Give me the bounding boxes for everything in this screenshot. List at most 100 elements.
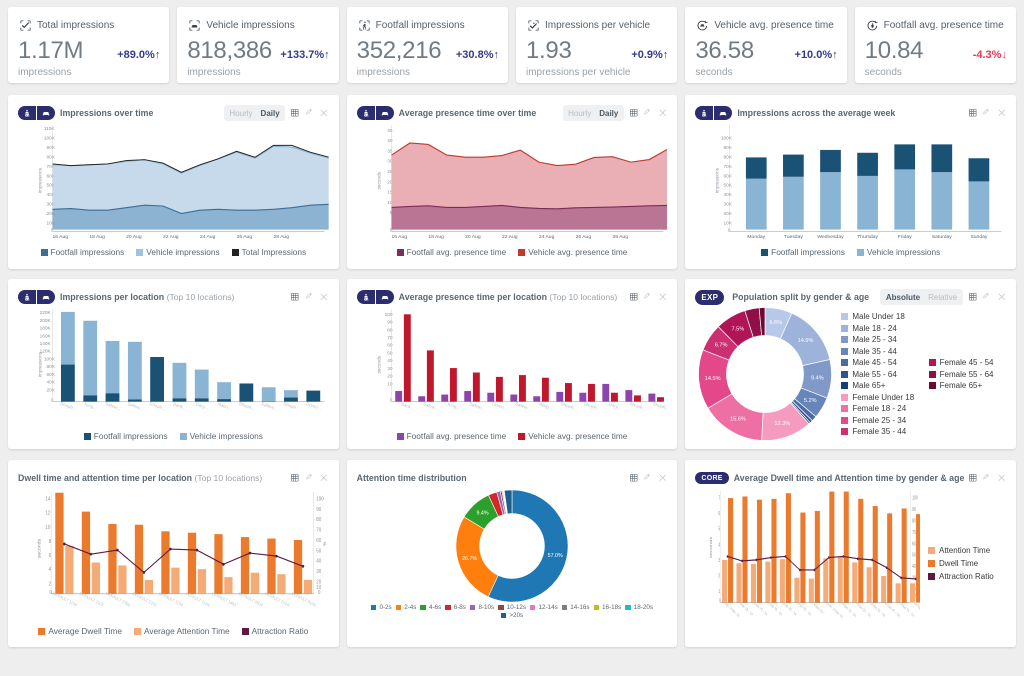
svg-text:90: 90 bbox=[912, 506, 916, 513]
svg-text:80: 80 bbox=[912, 517, 916, 524]
svg-text:14: 14 bbox=[45, 496, 50, 502]
svg-text:seconds: seconds bbox=[376, 355, 382, 373]
svg-text:Male 45 - 54: Male 45 - 54 bbox=[783, 601, 797, 618]
svg-text:10: 10 bbox=[387, 381, 393, 387]
svg-text:40K: 40K bbox=[46, 380, 55, 386]
svg-text:26 Aug: 26 Aug bbox=[575, 234, 591, 240]
svg-text:22 Aug: 22 Aug bbox=[502, 234, 518, 240]
svg-text:60K: 60K bbox=[724, 173, 733, 179]
svg-text:26.7%: 26.7% bbox=[462, 556, 477, 562]
svg-text:28 Aug: 28 Aug bbox=[612, 234, 628, 240]
svg-text:110K: 110K bbox=[44, 126, 56, 132]
svg-text:50: 50 bbox=[387, 350, 393, 356]
svg-text:80K: 80K bbox=[46, 364, 55, 370]
svg-text:%: % bbox=[322, 541, 328, 546]
svg-text:Domn...: Domn... bbox=[305, 401, 322, 411]
svg-text:6.6%: 6.6% bbox=[770, 320, 783, 326]
svg-text:70: 70 bbox=[316, 527, 321, 533]
svg-text:9.4%: 9.4% bbox=[476, 510, 488, 516]
svg-text:30: 30 bbox=[387, 366, 393, 372]
svg-text:16 Aug: 16 Aug bbox=[391, 234, 407, 240]
svg-text:King...: King... bbox=[84, 402, 98, 411]
svg-text:30K: 30K bbox=[724, 202, 733, 208]
svg-text:70: 70 bbox=[912, 529, 916, 536]
svg-text:Shopfr...: Shopfr... bbox=[283, 401, 301, 411]
svg-text:Shopfr...: Shopfr... bbox=[560, 401, 578, 411]
svg-text:seconds: seconds bbox=[37, 538, 43, 558]
svg-text:10: 10 bbox=[45, 525, 50, 531]
svg-text:16 Aug: 16 Aug bbox=[53, 234, 69, 240]
svg-text:12: 12 bbox=[45, 510, 50, 516]
svg-text:100K: 100K bbox=[44, 356, 56, 362]
svg-text:90: 90 bbox=[316, 507, 321, 513]
svg-text:24 Aug: 24 Aug bbox=[200, 234, 216, 240]
svg-text:60: 60 bbox=[316, 538, 321, 544]
svg-text:40: 40 bbox=[387, 138, 393, 144]
svg-text:Sunday: Sunday bbox=[971, 234, 988, 240]
svg-text:0: 0 bbox=[49, 590, 52, 596]
svg-text:100: 100 bbox=[316, 496, 324, 502]
svg-text:26 Aug: 26 Aug bbox=[237, 234, 253, 240]
svg-text:Impressions: Impressions bbox=[37, 167, 43, 193]
svg-text:40: 40 bbox=[316, 558, 321, 564]
svg-text:80: 80 bbox=[387, 327, 393, 333]
svg-text:10K: 10K bbox=[724, 220, 733, 226]
svg-text:40K: 40K bbox=[724, 192, 733, 198]
svg-text:28 Aug: 28 Aug bbox=[273, 234, 289, 240]
svg-text:50: 50 bbox=[912, 552, 916, 559]
svg-text:0: 0 bbox=[318, 590, 321, 596]
svg-text:20K: 20K bbox=[724, 211, 733, 217]
svg-text:Shopfr...: Shopfr... bbox=[629, 401, 647, 411]
svg-text:seconds: seconds bbox=[709, 536, 713, 558]
svg-text:Natio...: Natio... bbox=[217, 401, 232, 411]
svg-text:70: 70 bbox=[387, 335, 393, 341]
svg-text:Shopfr...: Shopfr... bbox=[238, 401, 256, 411]
svg-text:6.7%: 6.7% bbox=[715, 343, 728, 349]
svg-text:0: 0 bbox=[51, 398, 54, 404]
svg-text:220K: 220K bbox=[40, 310, 52, 316]
svg-text:0: 0 bbox=[389, 398, 392, 404]
svg-text:90K: 90K bbox=[724, 145, 733, 151]
svg-text:60: 60 bbox=[912, 540, 916, 547]
svg-text:45: 45 bbox=[387, 128, 393, 134]
svg-text:20 Aug: 20 Aug bbox=[465, 234, 481, 240]
svg-text:0: 0 bbox=[719, 598, 721, 605]
svg-text:18 Aug: 18 Aug bbox=[428, 234, 444, 240]
svg-text:Shopfr...: Shopfr... bbox=[60, 401, 78, 411]
svg-text:Safew...: Safew... bbox=[127, 401, 144, 411]
svg-text:80K: 80K bbox=[724, 154, 733, 160]
svg-text:Male 35 - 44: Male 35 - 44 bbox=[768, 601, 782, 618]
svg-text:60: 60 bbox=[387, 343, 393, 349]
svg-text:seconds: seconds bbox=[376, 171, 382, 189]
svg-text:140K: 140K bbox=[40, 341, 52, 347]
svg-text:Shopfr...: Shopfr... bbox=[652, 401, 667, 411]
svg-text:Bank...: Bank... bbox=[172, 401, 187, 411]
svg-text:Thursday: Thursday bbox=[858, 234, 879, 240]
svg-text:50K: 50K bbox=[724, 183, 733, 189]
svg-text:30: 30 bbox=[316, 569, 321, 575]
svg-text:9.4%: 9.4% bbox=[811, 375, 824, 381]
svg-text:Saturday: Saturday bbox=[932, 234, 952, 240]
svg-text:Shopfr...: Shopfr... bbox=[149, 401, 167, 411]
svg-text:Walg...: Walg... bbox=[538, 401, 553, 410]
svg-text:Impressions: Impressions bbox=[715, 167, 721, 193]
svg-text:5.2%: 5.2% bbox=[804, 398, 817, 404]
svg-text:50: 50 bbox=[316, 548, 321, 554]
svg-text:Male 18 - 24: Male 18 - 24 bbox=[739, 601, 753, 618]
svg-text:Friday: Friday bbox=[898, 234, 912, 240]
svg-text:20K: 20K bbox=[46, 387, 55, 393]
svg-text:100: 100 bbox=[912, 495, 918, 502]
svg-text:70K: 70K bbox=[724, 164, 733, 170]
svg-text:160K: 160K bbox=[40, 333, 52, 339]
svg-text:14.5%: 14.5% bbox=[705, 376, 721, 382]
svg-text:7.5%: 7.5% bbox=[732, 327, 745, 333]
svg-text:Impressions: Impressions bbox=[37, 351, 43, 377]
svg-text:20: 20 bbox=[387, 374, 393, 380]
svg-text:Wednesday: Wednesday bbox=[818, 234, 845, 240]
svg-text:100K: 100K bbox=[721, 136, 733, 142]
svg-text:22 Aug: 22 Aug bbox=[163, 234, 179, 240]
svg-text:15.6%: 15.6% bbox=[730, 416, 746, 422]
svg-text:Safew...: Safew... bbox=[422, 401, 439, 411]
svg-text:Domn...: Domn... bbox=[491, 401, 508, 411]
svg-text:60K: 60K bbox=[46, 372, 55, 378]
